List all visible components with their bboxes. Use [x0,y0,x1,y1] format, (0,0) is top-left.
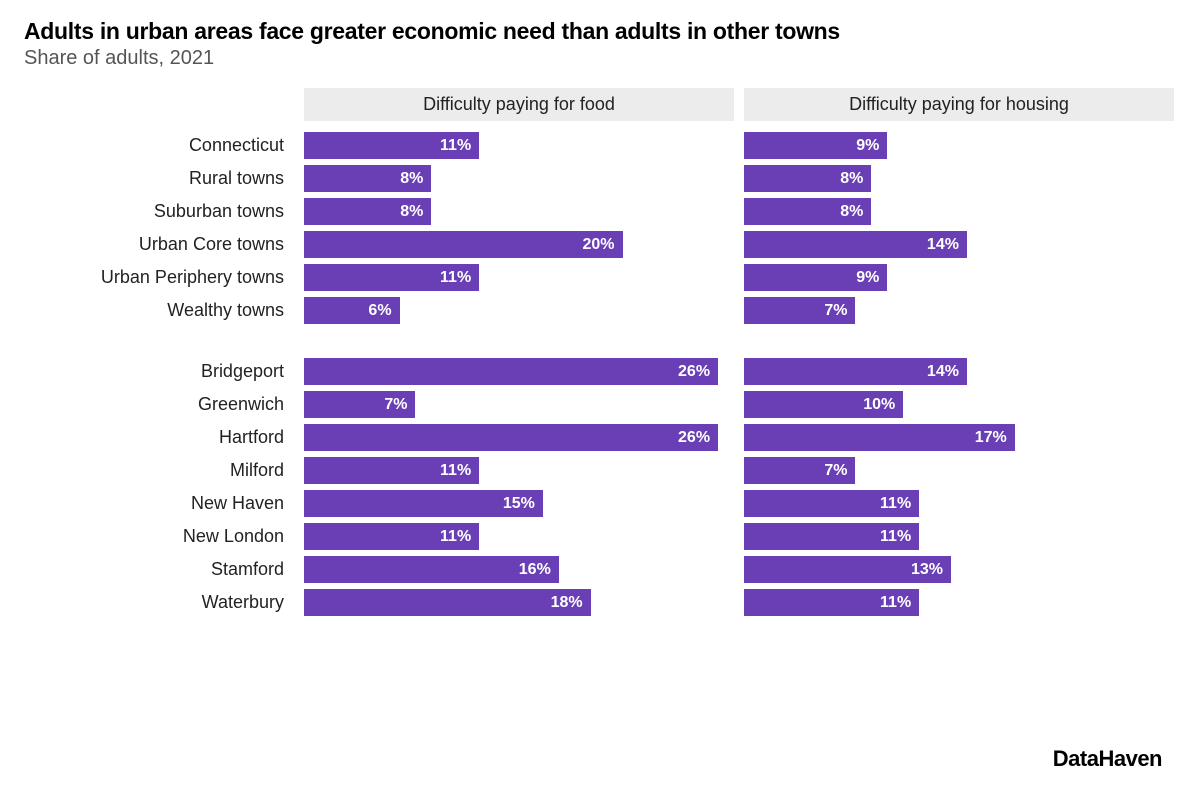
bar-cell: 8% [744,162,1174,195]
row-label: Greenwich [24,388,294,421]
bar-cell: 7% [744,294,1174,327]
bar-cell: 11% [304,454,734,487]
bar: 7% [744,457,855,484]
row-label: Stamford [24,553,294,586]
bar-cell: 11% [304,520,734,553]
chart-subtitle: Share of adults, 2021 [24,47,1166,70]
bar-cell: 20% [304,228,734,261]
bar-cell: 9% [744,261,1174,294]
bar: 7% [304,391,415,418]
bar-cell: 6% [304,294,734,327]
bar: 8% [304,165,431,192]
bar-cell: 10% [744,388,1174,421]
bar-cell: 15% [304,487,734,520]
bar: 14% [744,358,967,385]
bar: 9% [744,132,887,159]
bar: 20% [304,231,623,258]
bar: 11% [744,523,919,550]
bar-cell: 11% [304,129,734,162]
bar: 17% [744,424,1015,451]
row-label: Urban Core towns [24,228,294,261]
row-label: Connecticut [24,129,294,162]
bar: 11% [304,132,479,159]
bar: 7% [744,297,855,324]
row-label: Wealthy towns [24,294,294,327]
bar-cell: 11% [744,487,1174,520]
row-label: Suburban towns [24,195,294,228]
bar: 8% [744,198,871,225]
bar-cell: 17% [744,421,1174,454]
row-label: Hartford [24,421,294,454]
bar-cell: 9% [744,129,1174,162]
bar: 15% [304,490,543,517]
bar: 11% [304,457,479,484]
bar-cell: 11% [304,261,734,294]
row-label: Milford [24,454,294,487]
bar: 11% [304,264,479,291]
bar: 8% [744,165,871,192]
bar: 11% [744,589,919,616]
bar-cell: 14% [744,228,1174,261]
bar: 8% [304,198,431,225]
bar: 6% [304,297,400,324]
bar-cell: 8% [304,195,734,228]
bar-cell: 26% [304,355,734,388]
bar: 16% [304,556,559,583]
bar-cell: 8% [304,162,734,195]
bar: 26% [304,424,718,451]
bar-cell: 11% [744,520,1174,553]
bar: 10% [744,391,903,418]
row-label: New Haven [24,487,294,520]
bar: 18% [304,589,591,616]
row-label: New London [24,520,294,553]
bar: 26% [304,358,718,385]
bar: 14% [744,231,967,258]
row-label: Rural towns [24,162,294,195]
chart-title: Adults in urban areas face greater econo… [24,18,1166,45]
panel-header-housing: Difficulty paying for housing [744,88,1174,121]
bar-cell: 8% [744,195,1174,228]
source-attribution: DataHaven [1053,746,1162,772]
bar-cell: 13% [744,553,1174,586]
bar-cell: 7% [304,388,734,421]
bar-cell: 26% [304,421,734,454]
bar-cell: 14% [744,355,1174,388]
bars-panel-housing: 9% 8% 8% 14% 9% 7% 14% 10% 17% 7% 11% 11% 13% 11% [744,121,1174,619]
bar-cell: 7% [744,454,1174,487]
row-label: Urban Periphery towns [24,261,294,294]
bar-cell: 11% [744,586,1174,619]
panel-header-food: Difficulty paying for food [304,88,734,121]
bar: 11% [304,523,479,550]
bar: 11% [744,490,919,517]
chart-area: Difficulty paying for food Difficulty pa… [24,88,1166,619]
bar: 13% [744,556,951,583]
bars-panel-food: 11% 8% 8% 20% 11% 6% 26% 7% 26% 11% 15% 11% 16% 18% [304,121,734,619]
bar: 9% [744,264,887,291]
category-labels: ConnecticutRural townsSuburban townsUrba… [24,121,294,619]
row-label: Waterbury [24,586,294,619]
bar-cell: 16% [304,553,734,586]
row-label: Bridgeport [24,355,294,388]
bar-cell: 18% [304,586,734,619]
